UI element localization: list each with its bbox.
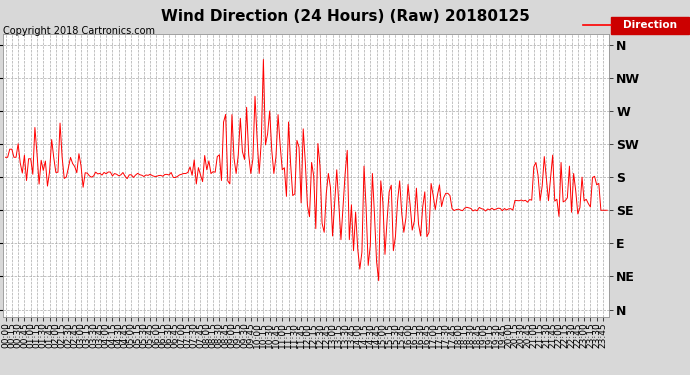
Text: Wind Direction (24 Hours) (Raw) 20180125: Wind Direction (24 Hours) (Raw) 20180125 (161, 9, 529, 24)
Text: Copyright 2018 Cartronics.com: Copyright 2018 Cartronics.com (3, 26, 155, 36)
Text: Direction: Direction (622, 20, 677, 30)
